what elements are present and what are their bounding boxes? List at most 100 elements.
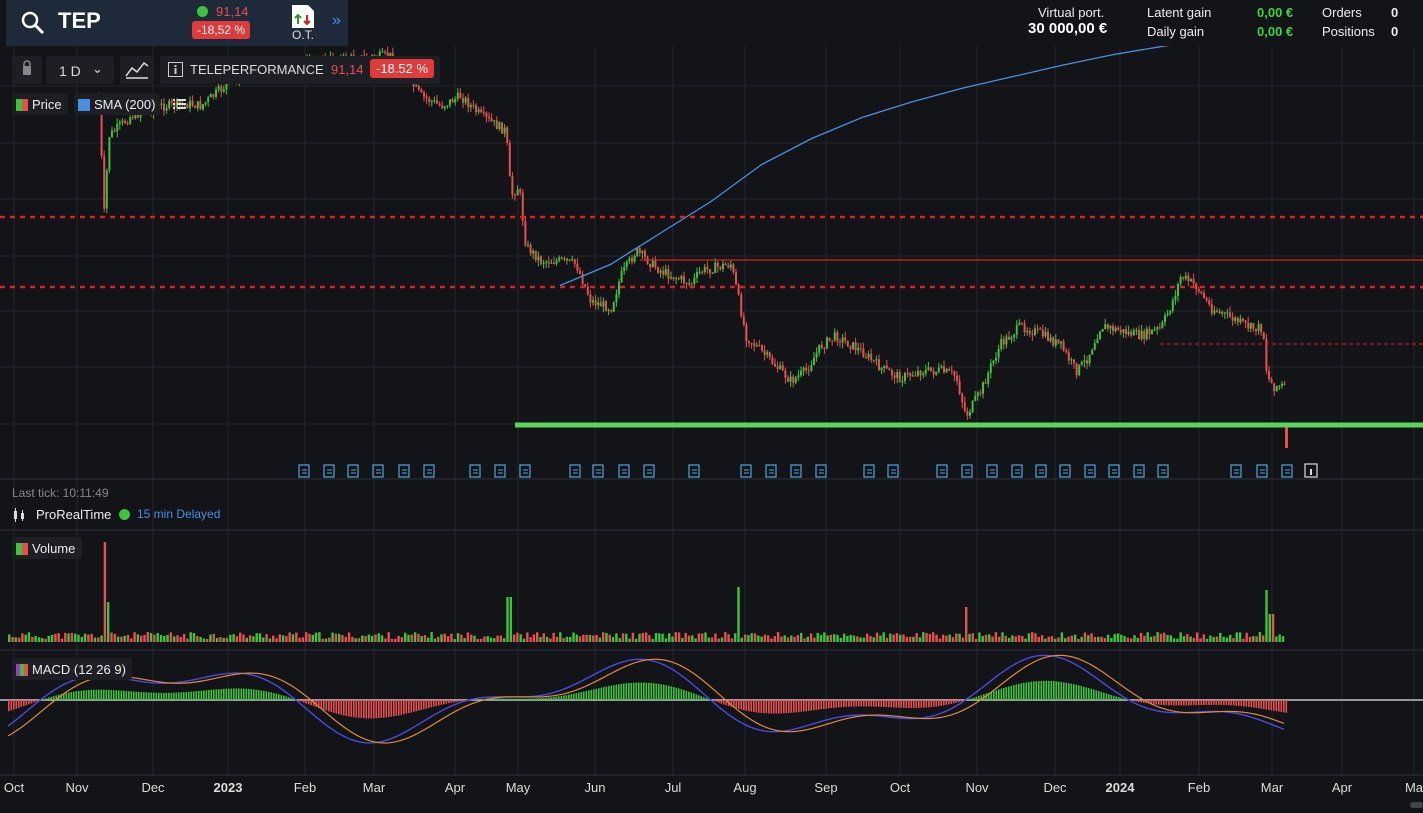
macd-histogram-bar [580,692,583,700]
candle-body [550,262,553,264]
volume-bar [701,633,704,642]
x-tick-label: Feb [1188,780,1210,795]
macd-histogram-bar [810,700,813,711]
macd-histogram-bar [578,692,580,700]
candle-body [1273,383,1276,391]
volume-bar [694,638,697,642]
macd-histogram-bar [1178,700,1180,706]
volume-bar [542,633,545,642]
volume-bar [453,638,456,642]
volume-bar [437,636,440,642]
candle-body [1278,385,1281,387]
macd-histogram-bar [1075,684,1078,700]
macd-histogram-bar [378,700,380,719]
macd-histogram-bar [828,700,830,709]
volume-bar [938,638,941,642]
macd-histogram-bar [1190,700,1193,706]
volume-bar [509,597,512,642]
macd-histogram-bar [198,690,200,700]
legend-macd[interactable]: MACD (12 26 9) [12,658,132,680]
macd-histogram-bar [1070,683,1073,700]
candle-body [649,264,652,268]
search-icon[interactable] [20,10,46,36]
candle-body [381,51,384,53]
macd-histogram-bar [253,689,255,700]
macd-histogram-bar [158,692,160,700]
volume-bar [1103,638,1106,642]
lock-icon [23,60,31,75]
candle-body [1054,339,1057,346]
volume-bar [760,636,763,642]
macd-histogram-bar [698,695,700,700]
candle-body [914,375,917,377]
news-icon [1059,464,1071,478]
volume-bar [496,635,499,642]
candle-body [745,324,748,342]
legend-price[interactable]: Price [12,93,68,115]
order-ticket-icon[interactable] [290,4,316,42]
volume-bar [549,638,552,642]
volume-bar [341,635,344,642]
order-ticket-label[interactable]: O.T. [292,28,315,42]
sma-line [559,46,1171,287]
macd-histogram-bar [185,691,188,700]
macd-histogram-bar [1065,682,1068,700]
info-icon[interactable] [168,62,183,77]
macd-histogram-bar [733,700,735,708]
interval-selector[interactable]: 1 D ⌄ [46,56,114,84]
volume-bar [572,632,575,642]
expand-chevron-icon[interactable]: » [332,12,341,29]
macd-histogram-bar [498,698,500,700]
volume-bar [179,636,182,642]
macd-swatch-icon [16,664,28,676]
macd-histogram-bar [853,700,855,707]
volume-bar [186,638,189,642]
candle-body [911,375,914,377]
indicators-button[interactable] [120,56,154,84]
macd-histogram-bar [1175,700,1178,706]
candle-body [1229,312,1231,317]
macd-histogram-bar [723,700,725,705]
volume-bar [192,633,196,642]
legend-sma[interactable]: SMA (200) [74,93,160,115]
macd-histogram-bar [353,700,355,718]
volume-bar [1265,590,1268,642]
symbol-box[interactable]: TEP 91,14 -18,52 % O.T. » [6,0,348,46]
candle-body [802,367,805,371]
volume-bar [450,633,453,642]
volume-bar [460,634,463,642]
macd-histogram-bar [735,700,738,709]
legend-volume[interactable]: Volume [12,537,82,559]
price-chart[interactable]: Oct Nov Dec 2023 Feb Mar Apr May Jun Jul Aug Sep Oct… [0,46,1423,813]
candle-body [105,170,108,209]
macd-histogram-bar [408,700,410,714]
candle-body [618,282,620,295]
volume-bar [595,634,598,642]
list-icon[interactable] [172,96,188,112]
candle-body [194,105,197,109]
candle-body [893,375,896,378]
provider-name: ProRealTime [36,507,112,522]
volume-bar [1153,635,1156,642]
volume-bar [562,638,565,642]
lock-button[interactable] [12,56,42,84]
macd-histogram-bar [868,700,870,707]
candle-body [1039,328,1042,330]
volume-bar [1268,614,1271,642]
volume-bar [209,634,212,642]
volume-bar [783,635,786,642]
macd-histogram-bar [1015,684,1018,700]
volume-bar [1156,632,1159,642]
macd-histogram-bar [1218,700,1220,705]
volume-bar [215,637,219,642]
candle-body [961,393,964,403]
candle-body [163,103,165,111]
candle-body [581,273,584,285]
candle-body [711,273,714,275]
info-icon [1304,463,1318,478]
volume-bar [869,636,872,642]
volume-bar [80,636,83,642]
macd-histogram-bar [515,698,518,700]
volume-bar [512,634,516,642]
volume-bar [1189,636,1192,642]
